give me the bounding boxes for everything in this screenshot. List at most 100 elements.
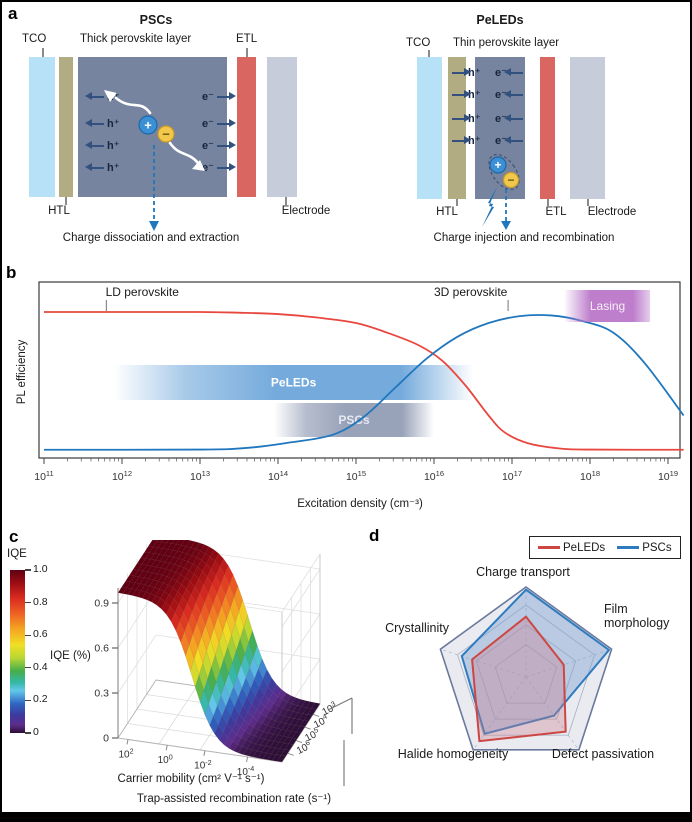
carrier-row: e⁻ <box>495 66 523 79</box>
peled-htl-connector <box>456 199 458 206</box>
z-axis-label: IQE (%) <box>50 650 91 662</box>
arrow-right-icon <box>452 114 471 123</box>
panel-letter-d: d <box>369 526 380 545</box>
psc-tco-layer <box>29 57 55 197</box>
svg-text:10-2: 10-2 <box>194 758 212 772</box>
colorbar-tick-label: 0.4 <box>33 660 48 673</box>
arrow-left-icon <box>85 163 104 172</box>
annotation-3D-perovskite: 3D perovskite <box>434 285 508 299</box>
carrier-label: e⁻ <box>495 113 507 125</box>
peled-etl-connector <box>547 199 549 206</box>
peled-electrode-label: Electrode <box>587 206 637 218</box>
peled-tco-label: TCO <box>406 37 431 49</box>
carrier-label: e⁻ <box>202 162 214 174</box>
carrier-label: h⁺ <box>468 135 481 147</box>
carrier-row: e⁻ <box>495 134 523 147</box>
psc-perovskite-label: Thick perovskite layer <box>80 33 192 45</box>
annotation-LD-perovskite: LD perovskite <box>106 285 180 299</box>
photon-lightning-icon <box>482 187 497 227</box>
lasing-band <box>565 290 651 322</box>
colorbar-tick <box>25 569 31 571</box>
carrier-row: h⁺ <box>452 88 481 101</box>
iqe-surface <box>117 540 321 763</box>
arrow-left-icon <box>503 114 523 123</box>
plus-charge-icon <box>489 156 507 174</box>
radar-grid-ring <box>475 624 577 720</box>
psc-electrode-label: Electrode <box>281 205 331 217</box>
peled-htl-label: HTL <box>436 206 458 218</box>
minus-charge-icon <box>502 171 520 189</box>
radar-label-halide-homogeneity: Halide homogeneity <box>397 747 509 761</box>
svg-text:106: 106 <box>294 738 314 757</box>
hole-drift-wavy-arrow <box>114 96 152 115</box>
peleds-line-swatch <box>538 546 560 549</box>
carrier-row: h⁺ <box>452 134 481 147</box>
carrier-label: h⁺ <box>107 162 120 174</box>
psc-electrode-connector <box>285 197 287 205</box>
svg-text:10-4: 10-4 <box>237 764 255 778</box>
arrow-left-icon <box>85 119 104 128</box>
colorbar-tick <box>25 602 31 604</box>
frame-right <box>690 0 692 822</box>
svg-text:1016: 1016 <box>424 469 444 483</box>
peled-htl-layer <box>448 57 466 199</box>
carrier-label: h⁺ <box>468 89 481 101</box>
peled-recombination-graphic: + − <box>482 153 520 230</box>
legend-label-peleds: PeLEDs <box>563 541 606 554</box>
carrier-label: h⁺ <box>107 140 120 152</box>
arrow-right-icon <box>216 119 236 128</box>
exciton-dashed-ellipse <box>488 153 520 191</box>
colorbar-tick-label: 1.0 <box>33 563 48 575</box>
panel-letter-b: b <box>6 263 17 282</box>
frame-top <box>0 0 692 2</box>
psc-htl-connector <box>65 197 67 205</box>
band-PSCs <box>274 403 434 437</box>
carrier-row: e⁻ <box>202 117 236 130</box>
band-label: PeLEDs <box>271 376 317 390</box>
radar-label-crystallinity: Crystallinity <box>385 621 449 635</box>
plus-charge-icon <box>138 115 158 135</box>
carrier-row: e⁻ <box>202 161 236 174</box>
y-axis-label: PL efficiency <box>16 339 28 404</box>
band-label: PSCs <box>338 413 370 427</box>
carrier-label: e⁻ <box>495 135 507 147</box>
psc-caption: Charge dissociation and extraction <box>62 232 240 244</box>
carrier-label: e⁻ <box>202 91 214 103</box>
carrier-label: e⁻ <box>202 140 214 152</box>
carrier-label: e⁻ <box>202 118 214 130</box>
carrier-row: h⁺ <box>85 117 120 130</box>
dissociation-arrowhead <box>149 221 159 231</box>
svg-text:1015: 1015 <box>346 469 366 483</box>
radar-legend: PeLEDs PSCs <box>529 536 681 559</box>
svg-text:102: 102 <box>118 747 133 761</box>
recombination-arrowhead <box>501 221 511 230</box>
iqe-colorbar <box>10 570 25 733</box>
carrier-row: h⁺ <box>452 66 481 79</box>
svg-text:100: 100 <box>158 752 173 766</box>
carrier-row: e⁻ <box>495 112 523 125</box>
colorbar-tick <box>25 732 31 734</box>
surface-y-axis-label: Trap-assisted recombination rate (s⁻¹) <box>136 793 332 805</box>
colorbar-tick-label: 0.2 <box>33 693 48 706</box>
plot-frame <box>38 281 681 459</box>
carrier-row: h⁺ <box>85 139 120 152</box>
peled-perovskite-label: Thin perovskite layer <box>453 37 560 49</box>
radar-label-defect-passivation: Defect passivation <box>551 747 655 761</box>
pl-efficiency-chart: PeLEDs PSCs Lasing LD perovskite 3D perovski… <box>16 281 685 510</box>
legend-item-peleds: PeLEDs <box>538 542 605 554</box>
psc-etl-layer <box>237 57 256 197</box>
radar-series-PeLEDs <box>471 615 567 743</box>
arrow-left-icon <box>85 141 104 150</box>
legend-label-pscs: PSCs <box>642 541 672 554</box>
psc-htl-layer <box>59 57 73 197</box>
peled-tco-connector <box>428 50 430 57</box>
psc-etl-label: ETL <box>236 33 258 45</box>
legend-item-pscs: PSCs <box>617 541 672 554</box>
svg-text:1014: 1014 <box>268 469 288 483</box>
colorbar-tick <box>25 634 31 636</box>
psc-title: PSCs <box>139 13 173 27</box>
carrier-label: e⁻ <box>495 67 507 79</box>
arrow-right-icon <box>216 141 236 150</box>
curve-LD-perovskite <box>43 311 684 451</box>
